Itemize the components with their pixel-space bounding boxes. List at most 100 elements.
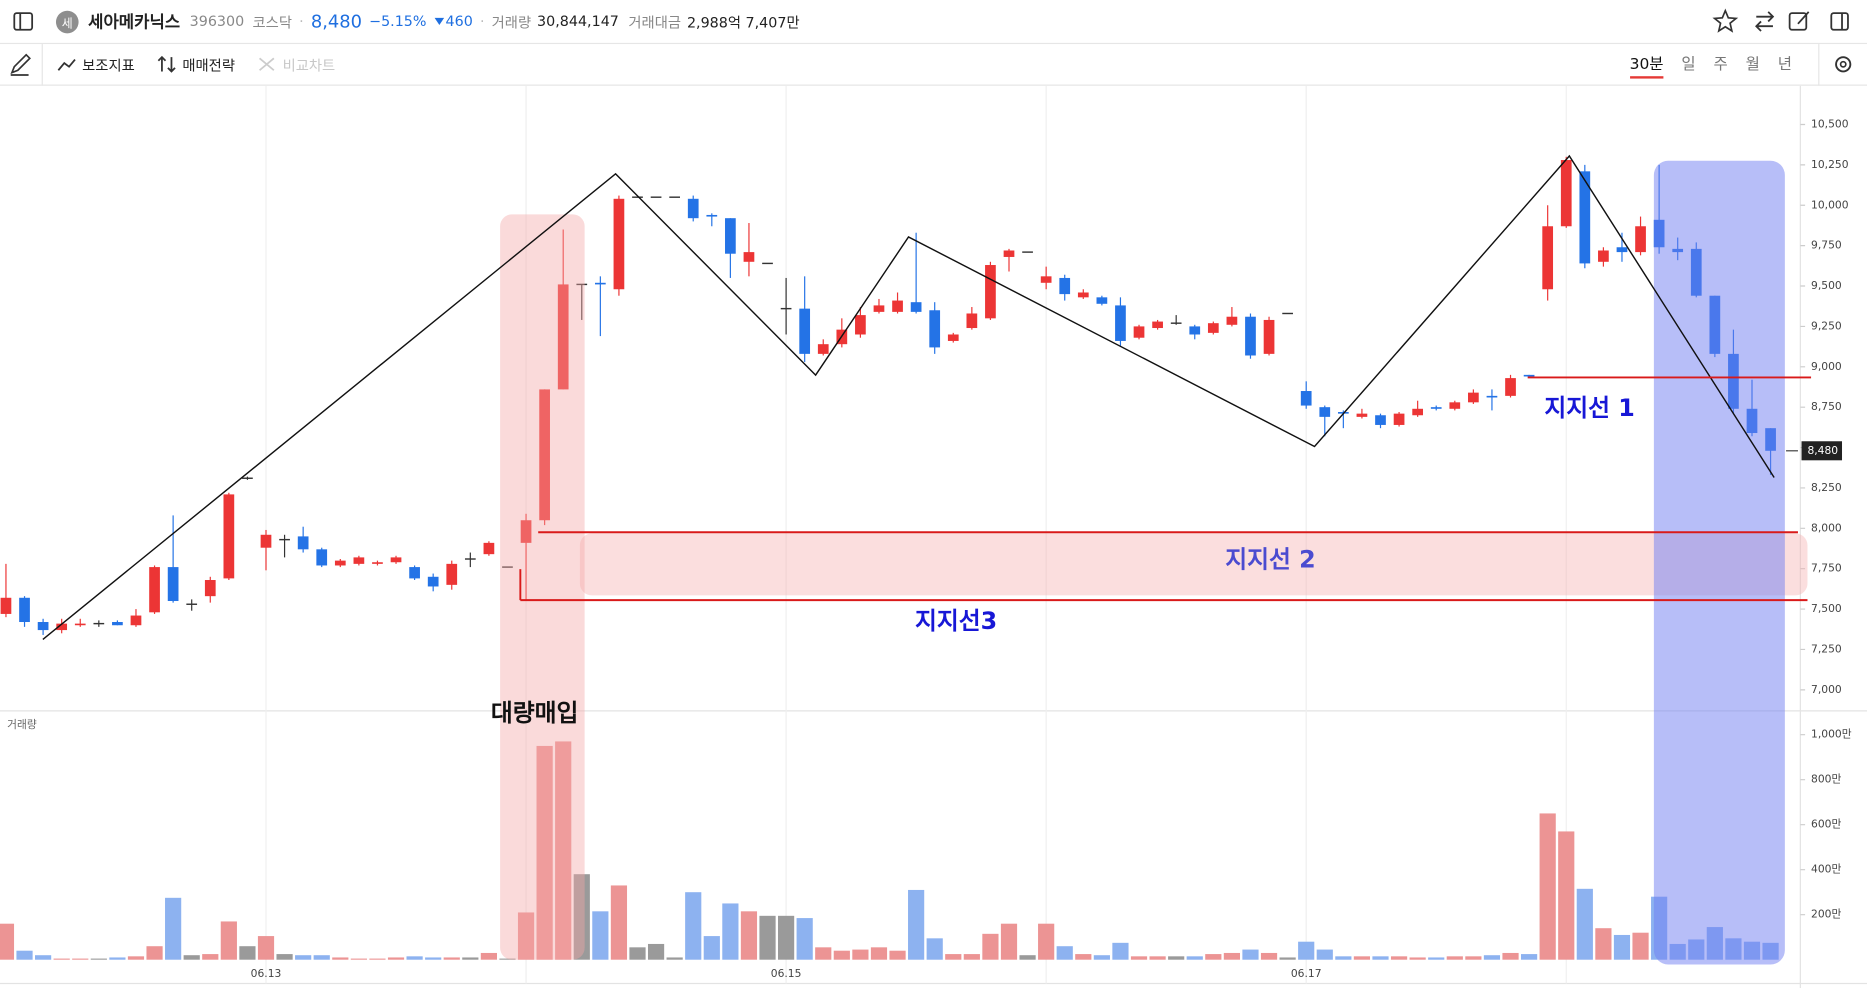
strategy-button[interactable]: 매매전략 [157, 54, 235, 74]
candle-body [725, 218, 736, 254]
candle-body [687, 198, 699, 219]
candle-body [483, 542, 495, 555]
candle-body [1115, 305, 1126, 341]
volume-bar [908, 889, 925, 960]
last-price-box [1801, 441, 1843, 461]
volume-label: 거래량 [491, 13, 532, 31]
draw-tool[interactable] [0, 43, 43, 86]
candle-body [353, 557, 365, 564]
period-tabs: 30분 일 주 월 년 [1629, 51, 1793, 78]
candle-body [1430, 407, 1442, 409]
period-tab[interactable]: 주 [1713, 55, 1728, 74]
volume-bar [72, 958, 89, 960]
strategy-icon [157, 55, 176, 73]
volume-bar [926, 938, 943, 960]
volume-bar [1390, 956, 1408, 960]
candle-body [1393, 413, 1405, 425]
volume-bar [1613, 934, 1631, 960]
volume-bar [425, 957, 442, 960]
y-tick-label: 9,250 [1811, 319, 1842, 332]
y-tick-label: 8,250 [1811, 481, 1842, 494]
panel-button[interactable] [1830, 11, 1849, 31]
candle-body [1598, 250, 1609, 262]
volume-bar [982, 933, 999, 960]
volume-bar [1168, 956, 1185, 960]
volume-bar [1279, 957, 1296, 960]
edit-button[interactable] [1788, 10, 1810, 31]
y-tick-label: 7,000 [1811, 683, 1842, 696]
y-tick-label: 8,750 [1811, 400, 1842, 413]
period-tab[interactable]: 일 [1681, 55, 1696, 74]
volume-bar [387, 957, 405, 960]
volume-bar [703, 936, 720, 960]
volume-bar [740, 911, 758, 960]
candle-body [446, 563, 458, 585]
volume-bar [462, 957, 479, 960]
change: 460 [445, 13, 473, 30]
candle-body [855, 315, 866, 335]
candle-body [1133, 326, 1145, 338]
candle-body [112, 622, 123, 626]
header-icons [1712, 7, 1849, 33]
volume-bar [1112, 942, 1129, 960]
volume-bar [183, 955, 200, 960]
stock-avatar: 세 [55, 10, 79, 33]
swap-button[interactable] [1755, 10, 1775, 31]
volume-bar [1558, 831, 1575, 960]
volume-bar [1335, 956, 1352, 960]
candle-body [1635, 226, 1646, 253]
candle-body [0, 597, 12, 614]
candle-body [149, 567, 160, 613]
toolbar: 보조지표 매매전략 비교차트 30분 일 주 월 년 [0, 43, 1867, 86]
settings-button[interactable] [1818, 43, 1867, 86]
volume-bar [1000, 923, 1018, 960]
candle-body [297, 536, 309, 550]
indicators-button[interactable]: 보조지표 [57, 54, 135, 74]
volume: 30,844,147 [537, 13, 619, 30]
indicators-label: 보조지표 [82, 56, 135, 74]
volume-bar [573, 874, 590, 960]
volume-bar [1502, 952, 1519, 960]
highlight-box [500, 214, 585, 960]
volume-bar [332, 957, 349, 960]
volume-bar [963, 954, 980, 960]
volume-bar [1260, 952, 1278, 960]
volume-bar [165, 897, 182, 960]
volume-bar [1539, 813, 1556, 960]
candle-body [1505, 378, 1516, 396]
down-arrow [434, 17, 445, 26]
header: 세 세아메카닉스 396300 코스닥 · 8,480 −5.15% 460 ·… [0, 0, 1867, 45]
volume-bar [555, 741, 572, 960]
candle-body [1189, 326, 1201, 335]
candle-body [817, 344, 829, 354]
candle-body [427, 576, 439, 587]
volume-bar [685, 892, 702, 960]
period-tab[interactable]: 년 [1777, 55, 1793, 74]
change-rate: −5.15% [369, 13, 427, 30]
sidebar-toggle[interactable] [2, 0, 45, 43]
volume-bar [592, 911, 609, 960]
volume-bar [610, 885, 628, 960]
candle-body [1152, 321, 1163, 329]
period-tab[interactable]: 월 [1745, 55, 1760, 74]
candle-body [520, 520, 532, 543]
volume-bar [629, 947, 646, 960]
candle-body [167, 567, 179, 602]
annotation: 지지선3 [915, 607, 997, 635]
candle-body [1263, 319, 1275, 354]
volume-bar [443, 957, 460, 960]
candle-body [594, 282, 606, 285]
candle-body [1412, 408, 1424, 416]
volume-bar [350, 958, 367, 960]
indicators-icon [57, 58, 76, 71]
volume-bar [1186, 956, 1203, 960]
volume-bar [1298, 941, 1315, 960]
candle-body [56, 623, 68, 631]
favorite-button[interactable] [1712, 7, 1739, 33]
candle-body [1616, 247, 1628, 253]
period-tab[interactable]: 30분 [1629, 51, 1664, 78]
y-tick-label: 7,500 [1811, 602, 1842, 615]
candle-body [1523, 374, 1535, 377]
candle-body [947, 334, 959, 341]
